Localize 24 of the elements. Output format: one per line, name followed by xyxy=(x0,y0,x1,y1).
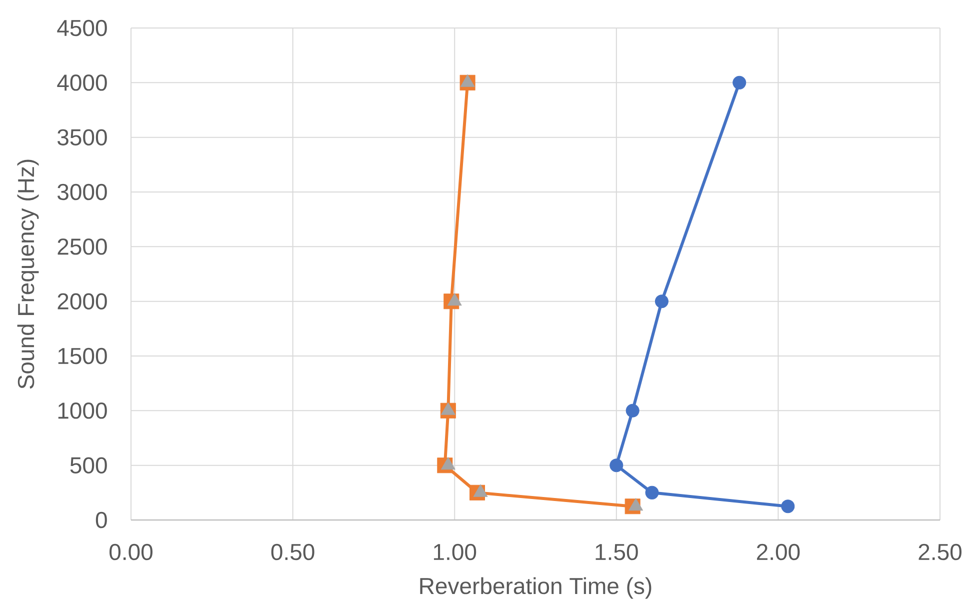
x-axis-title: Reverberation Time (s) xyxy=(420,577,652,599)
y-tick-label: 1500 xyxy=(58,348,107,364)
x-tick-label: 0.00 xyxy=(110,544,152,560)
x-tick-label: 2.00 xyxy=(756,544,800,560)
y-tick-label: 4500 xyxy=(57,20,107,36)
y-tick-label: 3500 xyxy=(58,129,107,146)
x-tick-label: 2.50 xyxy=(918,544,962,560)
point xyxy=(645,486,659,500)
y-tick-label: 0 xyxy=(96,512,107,528)
point xyxy=(610,458,624,472)
y-axis-title: Sound Frequency (Hz) xyxy=(17,160,39,389)
point xyxy=(732,76,746,90)
y-tick-label: 1000 xyxy=(58,402,107,419)
point xyxy=(626,404,640,418)
x-tick-label: 1.00 xyxy=(434,544,476,560)
y-tick-label: 3000 xyxy=(58,184,107,200)
x-tick-label: 0.50 xyxy=(271,544,314,560)
point xyxy=(781,500,795,514)
point xyxy=(654,294,668,308)
y-tick-label: 2000 xyxy=(58,293,107,310)
y-tick-label: 500 xyxy=(70,457,107,474)
x-tick-label: 1.50 xyxy=(596,544,638,560)
y-tick-label: 4000 xyxy=(57,74,107,91)
y-tick-label: 2500 xyxy=(58,238,107,255)
